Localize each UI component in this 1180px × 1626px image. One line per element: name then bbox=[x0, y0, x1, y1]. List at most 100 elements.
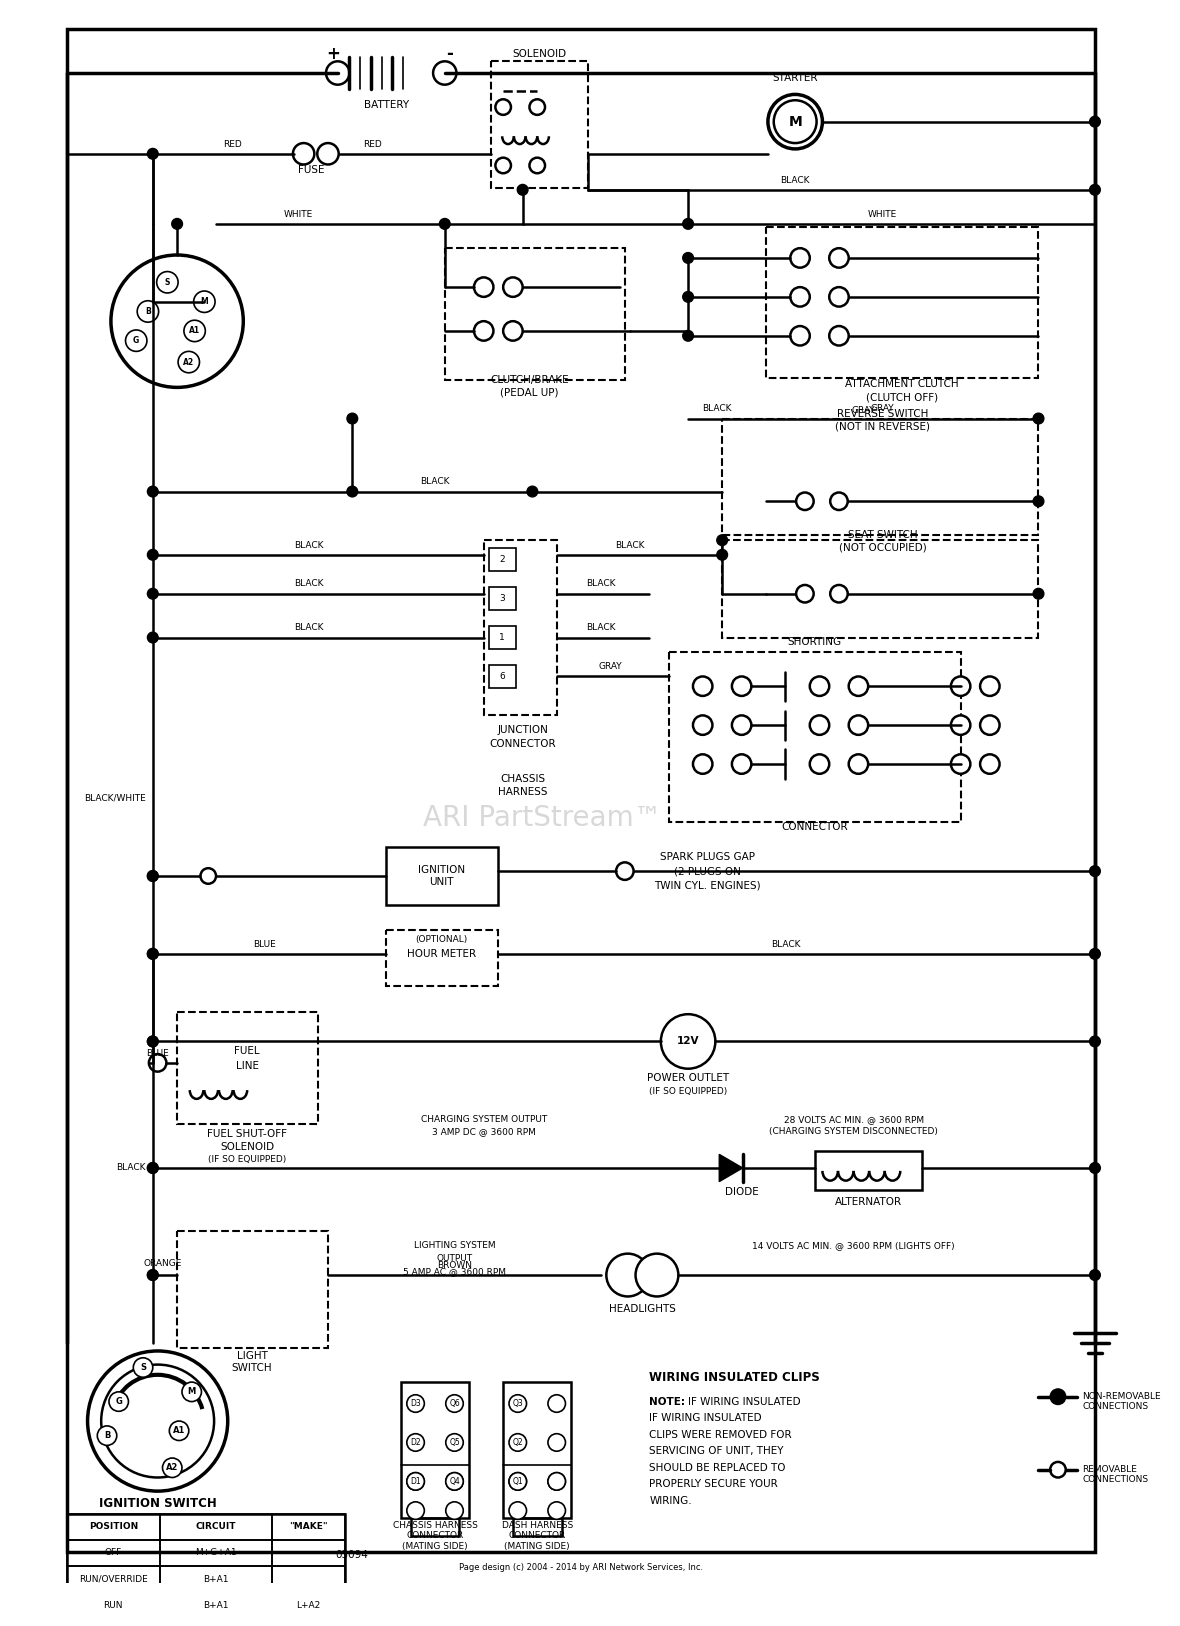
Circle shape bbox=[548, 1395, 565, 1413]
Text: SERVICING OF UNIT, THEY: SERVICING OF UNIT, THEY bbox=[649, 1447, 784, 1457]
Bar bbox=[159, 1618, 271, 1626]
Bar bbox=[722, 418, 1038, 535]
Text: HOUR METER: HOUR METER bbox=[407, 950, 477, 959]
Circle shape bbox=[809, 676, 830, 696]
Text: BATTERY: BATTERY bbox=[363, 101, 409, 111]
Circle shape bbox=[446, 1473, 464, 1489]
Circle shape bbox=[791, 288, 809, 307]
Text: FUEL SHUT-OFF: FUEL SHUT-OFF bbox=[208, 1128, 287, 1138]
Text: HARNESS: HARNESS bbox=[498, 787, 548, 797]
Polygon shape bbox=[720, 1154, 742, 1182]
Text: SWITCH: SWITCH bbox=[231, 1364, 273, 1374]
Circle shape bbox=[347, 413, 358, 424]
Text: SHORTING: SHORTING bbox=[787, 637, 841, 647]
Text: SOLENOID: SOLENOID bbox=[512, 49, 566, 59]
Circle shape bbox=[148, 633, 158, 642]
Text: BLACK: BLACK bbox=[771, 940, 800, 948]
Text: HEADLIGHTS: HEADLIGHTS bbox=[609, 1304, 676, 1314]
Circle shape bbox=[163, 1459, 182, 1478]
Text: (IF SO EQUIPPED): (IF SO EQUIPPED) bbox=[649, 1086, 727, 1096]
Circle shape bbox=[830, 327, 848, 346]
Circle shape bbox=[503, 278, 523, 298]
Bar bbox=[669, 652, 961, 823]
Text: SOLENOID: SOLENOID bbox=[221, 1141, 274, 1151]
Bar bbox=[271, 1592, 345, 1618]
Circle shape bbox=[503, 322, 523, 341]
Bar bbox=[766, 226, 1038, 377]
Circle shape bbox=[148, 589, 158, 598]
Text: 5 AMP AC @ 3600 RPM: 5 AMP AC @ 3600 RPM bbox=[404, 1267, 506, 1276]
Circle shape bbox=[848, 715, 868, 735]
Circle shape bbox=[848, 676, 868, 696]
Text: CHARGING SYSTEM OUTPUT: CHARGING SYSTEM OUTPUT bbox=[420, 1115, 546, 1124]
Circle shape bbox=[768, 94, 822, 150]
Circle shape bbox=[791, 249, 809, 268]
Bar bbox=[67, 1566, 159, 1592]
Bar bbox=[489, 587, 516, 610]
Circle shape bbox=[446, 1395, 464, 1413]
Text: BLUE: BLUE bbox=[146, 1049, 169, 1057]
Text: WIRING INSULATED CLIPS: WIRING INSULATED CLIPS bbox=[649, 1371, 820, 1384]
Circle shape bbox=[732, 676, 752, 696]
Circle shape bbox=[693, 676, 713, 696]
Circle shape bbox=[848, 754, 868, 774]
Text: RUN/OVERRIDE: RUN/OVERRIDE bbox=[79, 1574, 148, 1584]
Circle shape bbox=[496, 99, 511, 115]
Text: 03094: 03094 bbox=[336, 1550, 368, 1561]
Bar bbox=[177, 1231, 328, 1348]
Circle shape bbox=[548, 1434, 565, 1452]
Circle shape bbox=[1050, 1462, 1066, 1478]
Text: RUN: RUN bbox=[104, 1602, 123, 1610]
Text: STARTER: STARTER bbox=[773, 73, 818, 83]
Circle shape bbox=[446, 1502, 464, 1519]
Text: LIGHTING SYSTEM: LIGHTING SYSTEM bbox=[414, 1241, 496, 1250]
Text: CHASSIS HARNESS
CONNECTOR
(MATING SIDE): CHASSIS HARNESS CONNECTOR (MATING SIDE) bbox=[393, 1520, 478, 1551]
Text: B+A1: B+A1 bbox=[203, 1574, 228, 1584]
Circle shape bbox=[433, 62, 457, 85]
Circle shape bbox=[87, 1351, 228, 1491]
Text: B: B bbox=[145, 307, 151, 315]
Text: SEAT SWITCH: SEAT SWITCH bbox=[848, 530, 918, 540]
Circle shape bbox=[407, 1434, 425, 1452]
Text: BLACK: BLACK bbox=[117, 1164, 146, 1172]
Circle shape bbox=[809, 754, 830, 774]
Circle shape bbox=[172, 218, 183, 229]
Text: BLACK: BLACK bbox=[702, 405, 732, 413]
Text: TWIN CYL. ENGINES): TWIN CYL. ENGINES) bbox=[654, 881, 761, 891]
Bar bbox=[159, 1592, 271, 1618]
Text: OFF: OFF bbox=[105, 1548, 122, 1558]
Text: S: S bbox=[140, 1363, 146, 1372]
Circle shape bbox=[109, 1392, 129, 1411]
Circle shape bbox=[616, 862, 634, 880]
Circle shape bbox=[446, 1434, 464, 1452]
Text: CHASSIS: CHASSIS bbox=[500, 774, 545, 784]
Text: BLUE: BLUE bbox=[254, 940, 276, 948]
Text: Q5: Q5 bbox=[450, 1437, 460, 1447]
Circle shape bbox=[148, 948, 158, 959]
Bar bbox=[271, 1566, 345, 1592]
Circle shape bbox=[732, 715, 752, 735]
Circle shape bbox=[683, 330, 694, 341]
Circle shape bbox=[1089, 117, 1100, 127]
Text: CONNECTOR: CONNECTOR bbox=[490, 738, 556, 748]
Circle shape bbox=[496, 158, 511, 174]
Circle shape bbox=[831, 585, 847, 603]
Text: G: G bbox=[116, 1397, 123, 1406]
Text: BLACK: BLACK bbox=[420, 478, 450, 486]
Circle shape bbox=[517, 184, 527, 195]
Circle shape bbox=[830, 288, 848, 307]
Circle shape bbox=[1089, 1270, 1100, 1280]
Bar bbox=[491, 62, 588, 189]
Text: Q1: Q1 bbox=[512, 1476, 523, 1486]
Text: 1: 1 bbox=[499, 633, 505, 642]
Bar bbox=[271, 1540, 345, 1566]
Text: M: M bbox=[201, 298, 208, 306]
Text: BLACK: BLACK bbox=[294, 540, 323, 550]
Text: RED: RED bbox=[223, 140, 242, 148]
Text: WHITE: WHITE bbox=[284, 210, 314, 218]
Circle shape bbox=[148, 1163, 158, 1174]
Text: ALTERNATOR: ALTERNATOR bbox=[834, 1197, 902, 1206]
Circle shape bbox=[1034, 413, 1044, 424]
Circle shape bbox=[148, 1036, 158, 1047]
Bar bbox=[159, 1540, 271, 1566]
